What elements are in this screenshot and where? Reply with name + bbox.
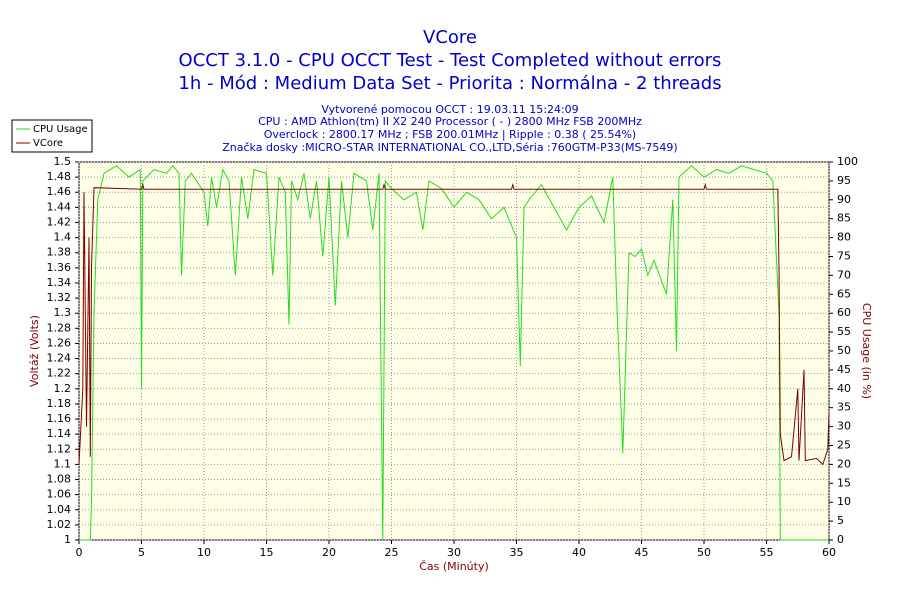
- y-axis-label: Voltáž (Volts): [28, 315, 41, 387]
- subtitle: OCCT 3.1.0 - CPU OCCT Test - Test Comple…: [179, 50, 722, 71]
- y-tick-label: 1.16: [47, 412, 72, 425]
- y2-tick-label: 60: [837, 306, 851, 319]
- x-tick-label: 40: [572, 546, 586, 559]
- x-tick-label: 10: [197, 546, 211, 559]
- y2-tick-label: 95: [837, 174, 851, 187]
- y-tick-label: 1.26: [47, 336, 72, 349]
- y-tick-label: 1.18: [47, 397, 72, 410]
- legend: CPU Usage VCore: [11, 119, 93, 153]
- y-tick-label: 1.02: [47, 518, 72, 531]
- x-tick-label: 30: [447, 546, 461, 559]
- info: Vytvorené pomocou OCCT : 19.03.11 15:24:…: [321, 103, 578, 116]
- y2-tick-label: 90: [837, 193, 851, 206]
- y-tick-label: 1.44: [47, 200, 72, 213]
- line-series: [78, 182, 830, 466]
- y2-tick-label: 30: [837, 420, 851, 433]
- y2-tick-label: 0: [837, 533, 844, 546]
- y-tick-label: 1.38: [47, 246, 72, 259]
- y2-tick-label: 100: [837, 155, 858, 168]
- y2-tick-label: 80: [837, 231, 851, 244]
- y-tick-label: 1.32: [47, 291, 72, 304]
- y-tick-label: 1.08: [47, 473, 72, 486]
- x-tick-label: 50: [697, 546, 711, 559]
- y2-tick-label: 10: [837, 495, 851, 508]
- y2-tick-label: 40: [837, 382, 851, 395]
- x-axis-label: Čas (Minúty): [419, 560, 489, 573]
- x-tick-label: 0: [76, 546, 83, 559]
- y2-tick-label: 20: [837, 457, 851, 470]
- y-tick-label: 1.42: [47, 215, 72, 228]
- x-tick-label: 35: [510, 546, 524, 559]
- y2-tick-label: 15: [837, 476, 851, 489]
- chart-title: VCore: [423, 27, 477, 48]
- y-tick-label: 1.34: [47, 276, 72, 289]
- y-tick-label: 1.22: [47, 367, 72, 380]
- y2-tick-label: 70: [837, 268, 851, 281]
- y-tick-label: 1.24: [47, 352, 72, 365]
- y-tick-label: 1.3: [54, 306, 72, 319]
- y-tick-label: 1.5: [54, 155, 72, 168]
- y2-tick-label: 5: [837, 514, 844, 527]
- y2-tick-label: 35: [837, 401, 851, 414]
- y-tick-label: 1.2: [54, 382, 72, 395]
- subtitle: 1h - Mód : Medium Data Set - Priorita : …: [178, 73, 721, 94]
- y-tick-label: 1.1: [54, 457, 72, 470]
- y-tick-label: 1.48: [47, 170, 72, 183]
- x-tick-label: 55: [760, 546, 774, 559]
- y-tick-label: 1.36: [47, 261, 72, 274]
- x-tick-label: 45: [635, 546, 649, 559]
- x-tick-label: 25: [385, 546, 399, 559]
- y2-tick-label: 55: [837, 325, 851, 338]
- y2-tick-label: 65: [837, 287, 851, 300]
- info: Overclock : 2800.17 MHz ; FSB 200.01MHz …: [264, 128, 636, 141]
- y2-tick-label: 45: [837, 363, 851, 376]
- y-tick-label: 1.28: [47, 321, 72, 334]
- x-tick-label: 15: [260, 546, 274, 559]
- x-tick-label: 20: [322, 546, 336, 559]
- x-tick-label: 60: [822, 546, 836, 559]
- line-series: [79, 165, 829, 541]
- y-tick-label: 1.04: [47, 503, 72, 516]
- legend-label: CPU Usage: [33, 124, 88, 135]
- y-tick-label: 1.06: [47, 488, 72, 501]
- y-tick-label: 1.46: [47, 185, 72, 198]
- y-tick-label: 1.12: [47, 442, 72, 455]
- legend-box: [11, 119, 93, 153]
- x-tick-label: 5: [138, 546, 145, 559]
- y-tick-label: 1.4: [54, 231, 72, 244]
- y2-tick-label: 50: [837, 344, 851, 357]
- info: Značka dosky :MICRO-STAR INTERNATIONAL C…: [222, 141, 677, 154]
- y-tick-label: 1.14: [47, 427, 72, 440]
- y2-axis-label: CPU Usage (in %): [860, 303, 873, 399]
- y-tick-label: 1: [64, 533, 71, 546]
- y2-tick-label: 75: [837, 250, 851, 263]
- info: CPU : AMD Athlon(tm) II X2 240 Processor…: [258, 115, 642, 128]
- y2-tick-label: 25: [837, 439, 851, 452]
- y2-tick-label: 85: [837, 212, 851, 225]
- legend-label: VCore: [33, 138, 63, 149]
